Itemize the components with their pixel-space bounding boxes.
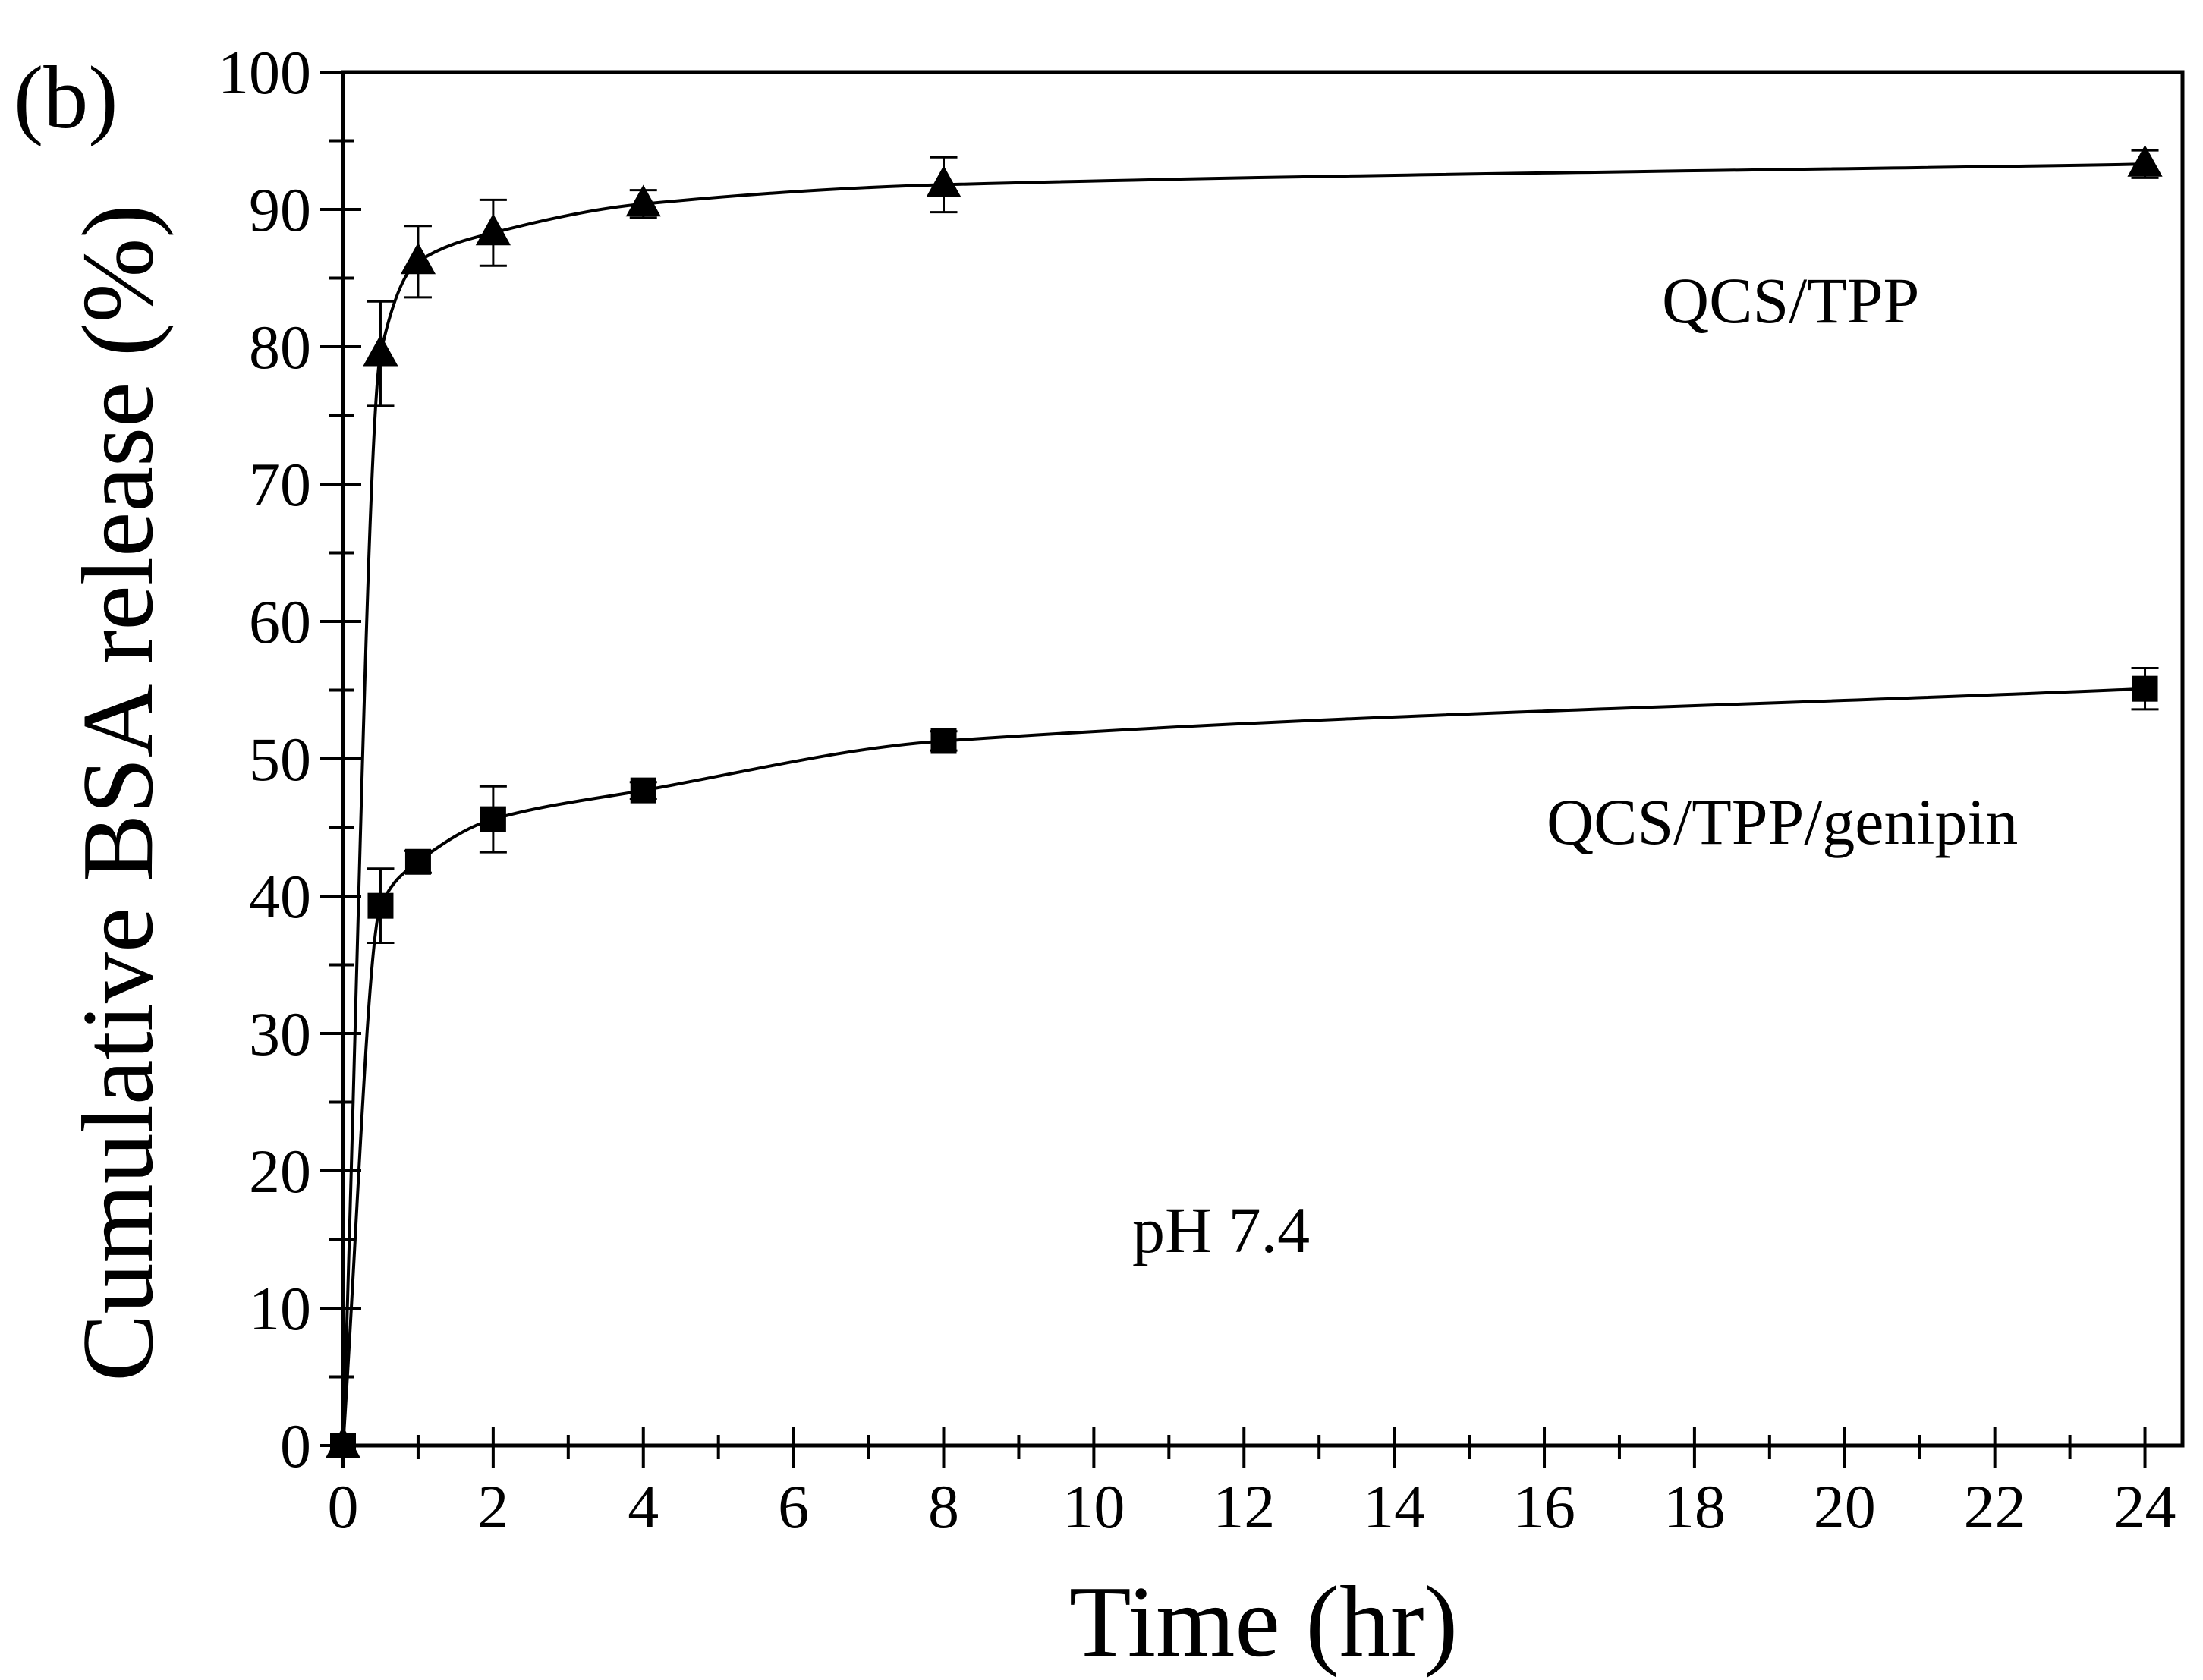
- point-qcs-tpp-genipin: [404, 848, 431, 875]
- annotation-qcs-tpp-genipin: QCS/TPP/genipin: [1547, 785, 2018, 858]
- point-qcs-tpp-genipin: [367, 892, 394, 919]
- y-tick-label: 90: [249, 175, 311, 244]
- y-axis-title: Cumulative BSA release (%): [61, 204, 174, 1382]
- point-qcs-tpp-genipin: [630, 777, 656, 804]
- y-tick-label: 20: [249, 1137, 311, 1206]
- fit-line-qcs-tpp-genipin: [341, 687, 2145, 1446]
- x-tick-label: 16: [1513, 1472, 1575, 1541]
- panel-label: (b): [14, 48, 118, 147]
- x-tick-label: 8: [928, 1472, 959, 1541]
- x-tick-label: 2: [477, 1472, 508, 1541]
- tick-labels: 0 2 4 6 8 10 12 14 16 18 20 22 240102030405060708090…: [218, 38, 2176, 1541]
- x-tick-label: 22: [1964, 1472, 2026, 1541]
- x-tick-label: 20: [1814, 1472, 1876, 1541]
- point-qcs-tpp: [475, 213, 511, 246]
- fit-line-qcs-tpp: [341, 162, 2145, 1446]
- x-tick-label: 18: [1663, 1472, 1726, 1541]
- annotation-ph: pH 7.4: [1132, 1194, 1310, 1266]
- y-tick-label: 50: [249, 725, 311, 794]
- x-tick-label: 4: [628, 1472, 659, 1541]
- fit-curves: [341, 162, 2145, 1446]
- x-tick-label: 0: [328, 1472, 359, 1541]
- y-tick-label: 30: [249, 999, 311, 1068]
- y-tick-label: 60: [249, 587, 311, 656]
- x-tick-label: 24: [2114, 1472, 2176, 1541]
- annotation-qcs-tpp: QCS/TPP: [1662, 264, 1919, 337]
- y-tick-label: 0: [280, 1411, 311, 1480]
- x-tick-label: 6: [778, 1472, 809, 1541]
- y-tick-label: 100: [218, 38, 311, 107]
- plot-frame: [341, 70, 2185, 1448]
- point-qcs-tpp: [2127, 144, 2163, 177]
- y-tick-label: 40: [249, 862, 311, 931]
- point-qcs-tpp: [363, 334, 398, 367]
- x-tick-label: 10: [1062, 1472, 1125, 1541]
- y-tick-label: 70: [249, 450, 311, 519]
- x-axis-title: Time (hr): [1069, 1565, 1458, 1678]
- point-qcs-tpp: [400, 242, 436, 275]
- y-tick-label: 10: [249, 1274, 311, 1343]
- y-tick-label: 80: [249, 313, 311, 382]
- x-tick-label: 12: [1213, 1472, 1275, 1541]
- point-qcs-tpp-genipin: [480, 806, 506, 832]
- x-tick-label: 14: [1363, 1472, 1425, 1541]
- point-qcs-tpp: [625, 184, 661, 217]
- point-qcs-tpp-genipin: [2132, 675, 2158, 702]
- point-qcs-tpp: [926, 165, 961, 197]
- point-qcs-tpp-genipin: [930, 728, 957, 754]
